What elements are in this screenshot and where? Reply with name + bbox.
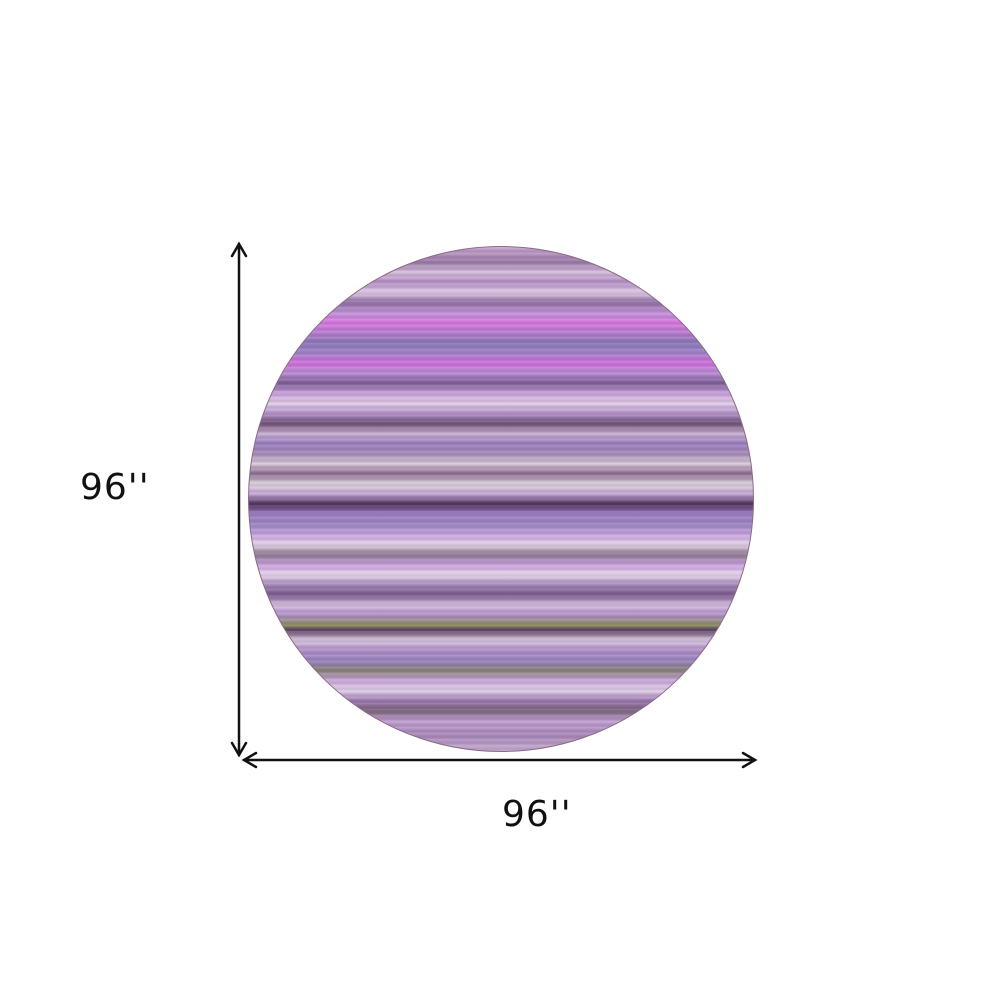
round-rug-image <box>248 246 754 752</box>
height-arrow <box>230 241 248 758</box>
height-dimension-label: 96'' <box>80 467 150 508</box>
width-dimension-label: 96'' <box>502 794 572 835</box>
width-arrow <box>241 751 758 769</box>
